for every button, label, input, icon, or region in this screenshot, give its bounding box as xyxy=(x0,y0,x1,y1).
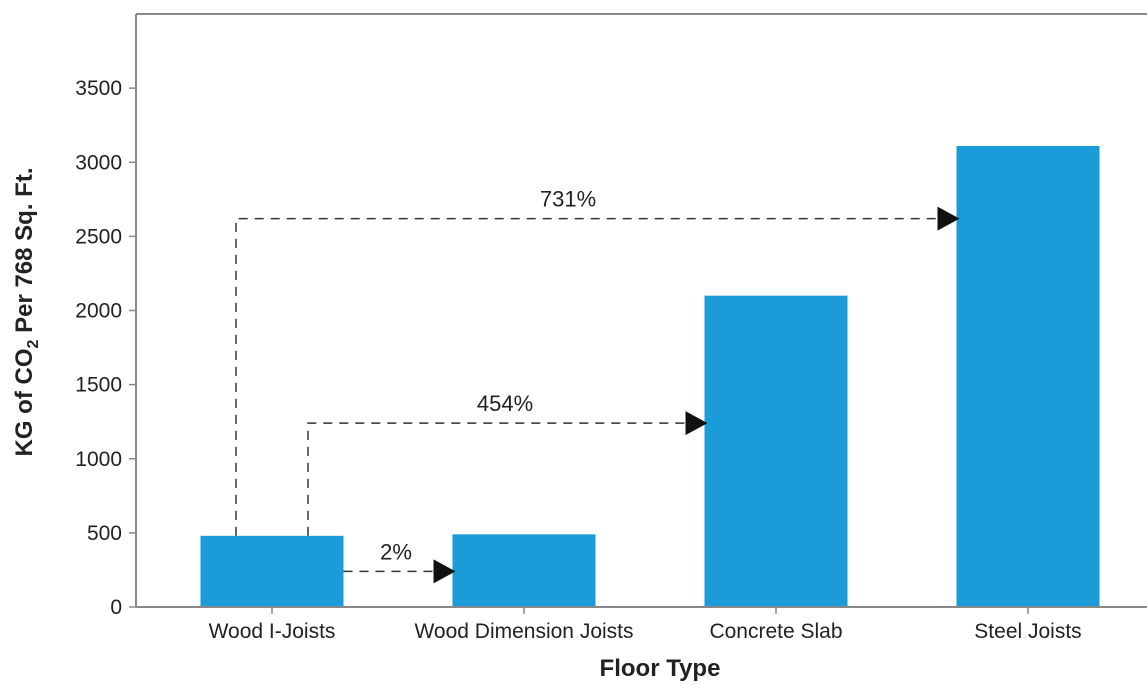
bar xyxy=(956,145,1100,607)
x-tick-label: Wood Dimension Joists xyxy=(414,620,633,643)
x-tick-label: Steel Joists xyxy=(974,620,1081,643)
annotation-label: 454% xyxy=(477,391,533,416)
y-tick-label: 2500 xyxy=(75,225,122,248)
annotation-label: 731% xyxy=(540,187,596,212)
annotation-connector xyxy=(235,217,938,536)
bar xyxy=(704,295,848,607)
arrow-head-icon xyxy=(937,206,960,231)
y-tick-label: 2000 xyxy=(75,300,122,323)
bar xyxy=(200,535,344,607)
x-axis-title: Floor Type xyxy=(600,655,721,682)
y-axis-title: KG of CO2 Per 768 Sq. Ft. xyxy=(11,168,42,457)
annotations-layer: 2% 454% 731% xyxy=(235,187,960,584)
y-tick-label: 0 xyxy=(110,596,122,619)
annotation-connector xyxy=(307,422,686,536)
y-tick-label: 3000 xyxy=(75,151,122,174)
y-tick-label: 500 xyxy=(87,522,122,545)
y-tick-label: 1500 xyxy=(75,374,122,397)
bars-layer xyxy=(200,145,1100,607)
annotation-label: 2% xyxy=(380,539,412,564)
y-tick-label: 3500 xyxy=(75,77,122,100)
y-tick-label: 1000 xyxy=(75,448,122,471)
x-tick-label: Wood I-Joists xyxy=(209,620,336,643)
axes-layer: 0 500 1000 1500 2000 2500 3000 3500 Wood I-Joist… xyxy=(75,13,1147,643)
arrow-head-icon xyxy=(685,411,708,436)
bar xyxy=(452,534,596,607)
x-tick-label: Concrete Slab xyxy=(709,620,842,643)
arrow-head-icon xyxy=(433,559,456,584)
